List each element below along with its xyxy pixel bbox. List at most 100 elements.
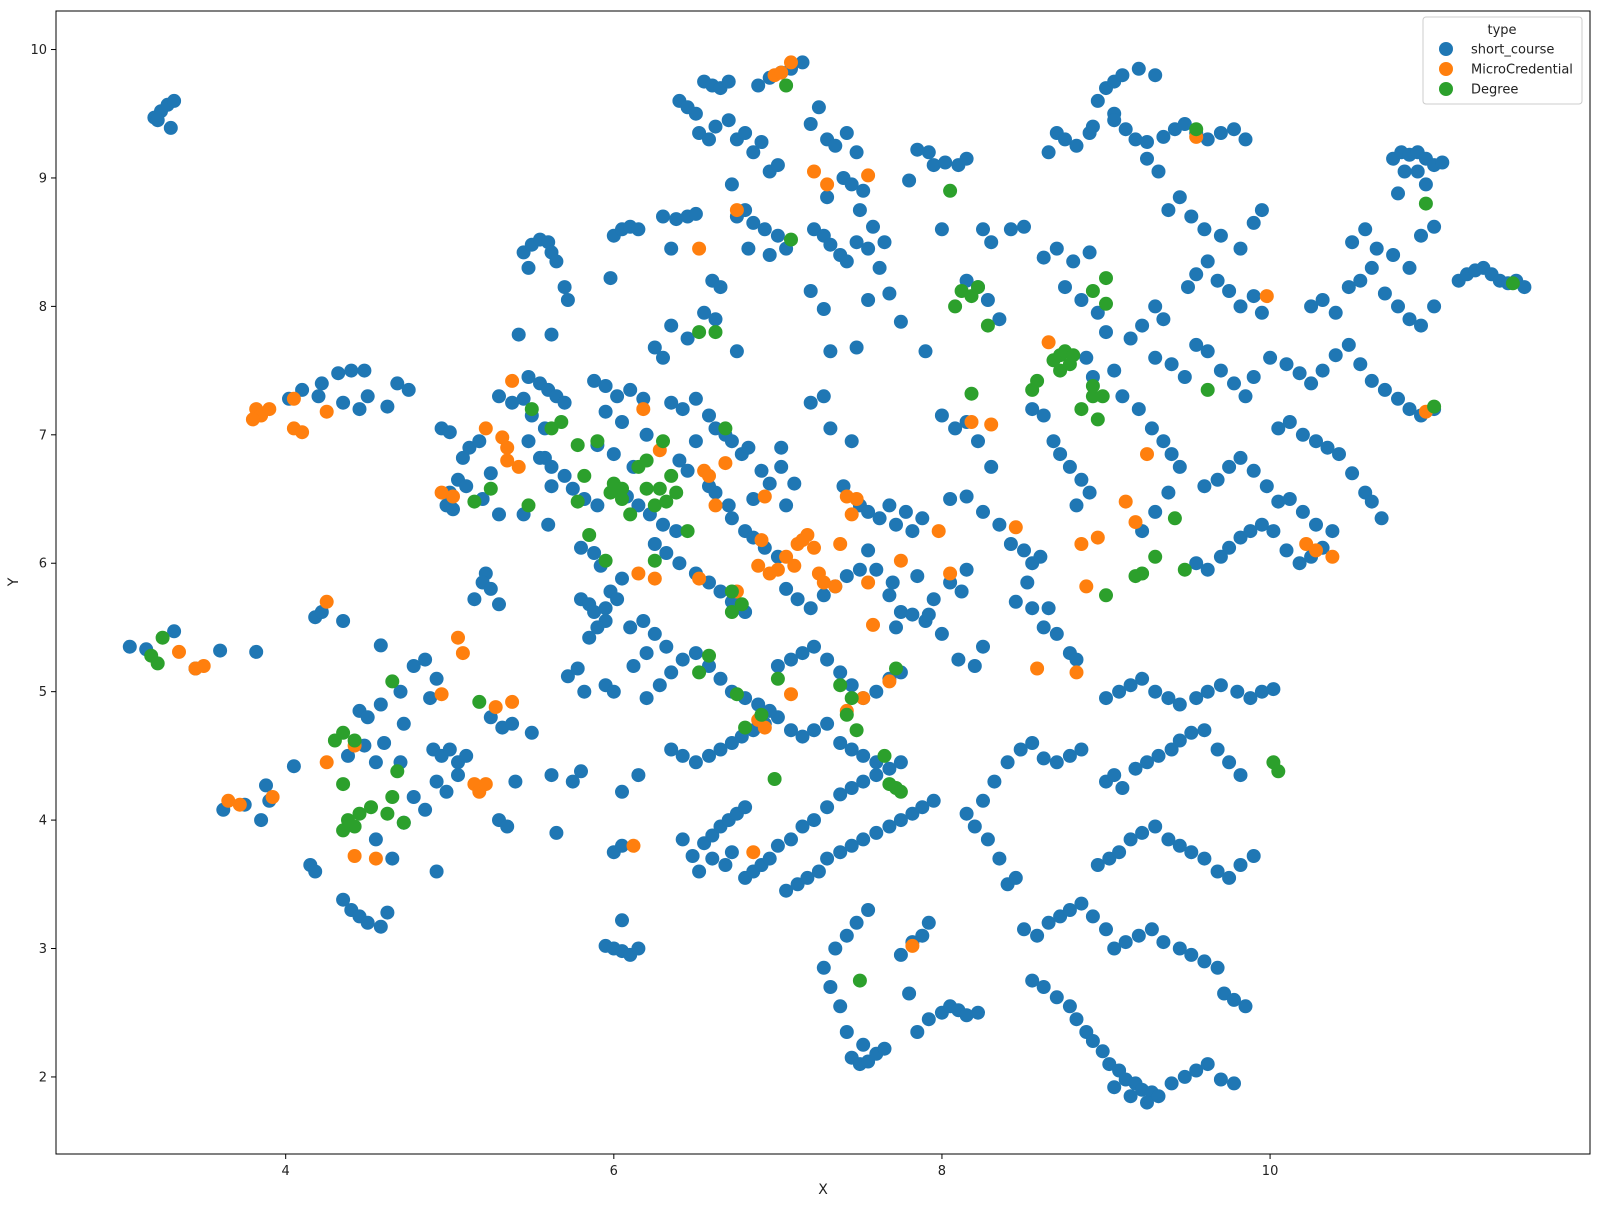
point-microcredential	[221, 793, 236, 808]
point-short-course	[418, 802, 433, 817]
point-short-course	[844, 434, 859, 449]
point-short-course	[373, 919, 388, 934]
point-degree	[1085, 284, 1100, 298]
point-short-course	[705, 828, 720, 843]
point-degree	[718, 421, 733, 436]
point-degree	[659, 494, 674, 509]
point-short-course	[1036, 980, 1051, 994]
point-short-course	[675, 402, 690, 417]
point-short-course	[918, 344, 933, 359]
point-short-course	[839, 569, 854, 584]
point-short-course	[779, 581, 794, 596]
point-short-course	[902, 173, 917, 188]
point-microcredential	[718, 456, 733, 471]
point-microcredential	[856, 691, 871, 706]
point-degree	[1135, 566, 1150, 581]
point-short-course	[688, 434, 703, 449]
point-short-course	[823, 237, 838, 252]
point-short-course	[708, 119, 723, 134]
point-short-course	[1233, 450, 1248, 465]
point-degree	[734, 597, 749, 612]
point-microcredential	[943, 566, 958, 581]
point-short-course	[1243, 691, 1258, 706]
point-short-course	[647, 340, 662, 355]
point-degree	[647, 553, 662, 568]
point-degree	[1085, 379, 1100, 393]
point-short-course	[893, 755, 908, 770]
point-short-course	[1315, 293, 1330, 307]
point-microcredential	[893, 553, 908, 568]
point-short-course	[587, 373, 602, 388]
point-short-course	[377, 736, 392, 750]
point-short-course	[833, 999, 848, 1014]
point-short-course	[390, 376, 405, 391]
point-short-course	[976, 504, 990, 519]
point-short-course	[615, 415, 629, 429]
point-short-course	[615, 571, 629, 586]
point-short-course	[987, 774, 1002, 789]
legend: type short_course MicroCredential Degree	[1422, 16, 1583, 105]
point-short-course	[1377, 382, 1392, 397]
point-short-course	[1377, 286, 1392, 301]
point-degree	[1074, 402, 1089, 417]
point-short-course	[1200, 562, 1215, 577]
point-microcredential	[866, 617, 880, 632]
point-degree	[849, 723, 864, 738]
point-microcredential	[774, 65, 789, 80]
point-short-course	[751, 78, 766, 93]
point-short-course	[984, 459, 999, 474]
point-short-course	[1069, 498, 1084, 513]
point-short-course	[774, 459, 789, 474]
point-short-course	[861, 903, 876, 917]
point-short-course	[1200, 1057, 1215, 1072]
point-short-course	[483, 466, 498, 481]
point-short-course	[652, 678, 667, 693]
point-short-course	[1099, 691, 1113, 706]
point-short-course	[746, 492, 761, 506]
point-short-course	[1222, 459, 1237, 474]
point-short-course	[1246, 289, 1261, 304]
point-short-course	[401, 382, 416, 397]
point-short-course	[1391, 299, 1405, 314]
point-short-course	[705, 851, 720, 866]
point-short-course	[1025, 402, 1040, 417]
point-short-course	[1118, 122, 1133, 137]
point-short-course	[331, 366, 346, 381]
point-degree	[833, 678, 848, 693]
point-short-course	[360, 915, 375, 930]
point-short-course	[980, 832, 995, 847]
point-microcredential	[931, 524, 946, 539]
point-short-course	[1364, 494, 1379, 509]
point-short-course	[1135, 825, 1150, 840]
point-short-course	[844, 742, 859, 757]
point-microcredential	[964, 415, 979, 429]
point-short-course	[615, 913, 629, 928]
point-short-course	[1410, 164, 1425, 179]
point-short-course	[852, 203, 867, 218]
point-short-course	[1397, 164, 1412, 179]
point-short-course	[1128, 761, 1143, 776]
point-degree	[582, 528, 597, 542]
point-short-course	[803, 395, 818, 410]
point-short-course	[1164, 742, 1179, 757]
point-short-course	[1003, 537, 1018, 551]
point-short-course	[1213, 363, 1228, 378]
legend-label-degree: Degree	[1471, 83, 1518, 98]
point-short-course	[721, 113, 736, 128]
point-short-course	[1131, 402, 1146, 417]
point-short-course	[905, 607, 920, 622]
point-short-course	[1107, 941, 1122, 956]
point-short-course	[1345, 466, 1360, 481]
point-short-course	[459, 479, 474, 494]
point-degree	[1177, 562, 1192, 577]
point-short-course	[639, 691, 654, 706]
point-short-course	[1246, 370, 1261, 384]
point-short-course	[685, 849, 700, 863]
point-short-course	[368, 755, 383, 770]
point-short-course	[500, 819, 515, 834]
point-short-course	[1095, 1044, 1110, 1059]
point-short-course	[1177, 117, 1192, 131]
point-short-course	[1427, 219, 1442, 234]
point-short-course	[418, 652, 433, 667]
point-short-course	[729, 344, 744, 359]
